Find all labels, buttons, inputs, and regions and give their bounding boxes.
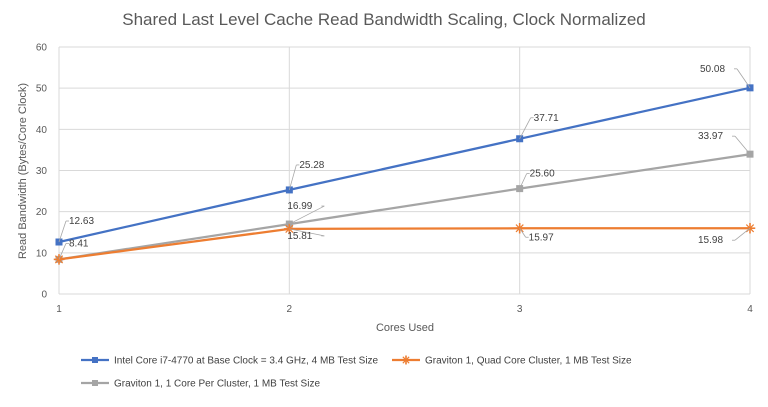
legend-label: Graviton 1, Quad Core Cluster, 1 MB Test… <box>425 356 632 367</box>
label-leader-line <box>519 228 526 238</box>
series-lines <box>53 84 756 265</box>
legend-swatch-marker <box>401 355 411 365</box>
y-tick-label: 0 <box>41 290 47 301</box>
legend-item: Graviton 1, Quad Core Cluster, 1 MB Test… <box>392 355 632 367</box>
data-labels: 12.63 25.28 37.71 50.08 8.41 15.81 15.97 15.98 1… <box>69 64 725 250</box>
data-label: 15.98 <box>698 235 723 246</box>
x-axis-ticks: 1 2 3 4 <box>56 304 753 315</box>
label-leader-line <box>734 227 751 241</box>
legend-swatch-marker <box>92 380 98 386</box>
series-line <box>58 227 751 261</box>
label-leader-line <box>734 135 751 155</box>
y-tick-label: 40 <box>36 125 48 136</box>
x-tick-label: 3 <box>517 304 523 315</box>
x-axis-title: Cores Used <box>376 322 434 334</box>
legend-label: Intel Core i7-4770 at Base Clock = 3.4 G… <box>114 356 379 367</box>
label-leaders <box>58 68 751 260</box>
x-tick-label: 1 <box>56 304 62 315</box>
data-label: 15.81 <box>287 231 312 242</box>
y-tick-label: 60 <box>36 43 48 54</box>
label-leader-line <box>519 173 528 189</box>
legend-swatch-marker <box>92 357 98 363</box>
data-label: 50.08 <box>700 64 725 75</box>
legend: Intel Core i7-4770 at Base Clock = 3.4 G… <box>81 355 632 390</box>
y-tick-label: 20 <box>36 207 48 218</box>
data-label: 15.97 <box>529 232 554 243</box>
data-label: 25.60 <box>530 169 555 180</box>
label-leader-line <box>736 68 751 89</box>
data-label: 16.99 <box>287 201 312 212</box>
label-leader-line <box>288 164 297 191</box>
data-label: 37.71 <box>534 113 559 124</box>
chart-title: Shared Last Level Cache Read Bandwidth S… <box>122 10 646 29</box>
legend-item: Intel Core i7-4770 at Base Clock = 3.4 G… <box>81 356 379 367</box>
series-line <box>58 86 751 244</box>
y-tick-label: 50 <box>36 84 48 95</box>
y-axis-ticks: 0 10 20 30 40 50 60 <box>36 43 48 301</box>
y-axis-title: Read Bandwidth (Bytes/Core Clock) <box>17 83 29 259</box>
data-label: 25.28 <box>299 160 324 171</box>
series-line <box>58 153 751 261</box>
x-tick-label: 2 <box>287 304 293 315</box>
y-tick-label: 30 <box>36 166 48 177</box>
legend-item: Graviton 1, 1 Core Per Cluster, 1 MB Tes… <box>81 379 320 390</box>
label-leader-line <box>289 205 325 225</box>
data-label: 33.97 <box>698 131 723 142</box>
x-tick-label: 4 <box>747 304 753 315</box>
label-leader-line <box>58 220 67 243</box>
label-leader-line <box>58 243 67 260</box>
label-leader-line <box>289 228 325 237</box>
y-tick-label: 10 <box>36 248 48 259</box>
label-leader-line <box>519 117 532 139</box>
data-label: 8.41 <box>69 238 89 249</box>
data-label: 12.63 <box>69 216 94 227</box>
legend-label: Graviton 1, 1 Core Per Cluster, 1 MB Tes… <box>114 379 320 390</box>
